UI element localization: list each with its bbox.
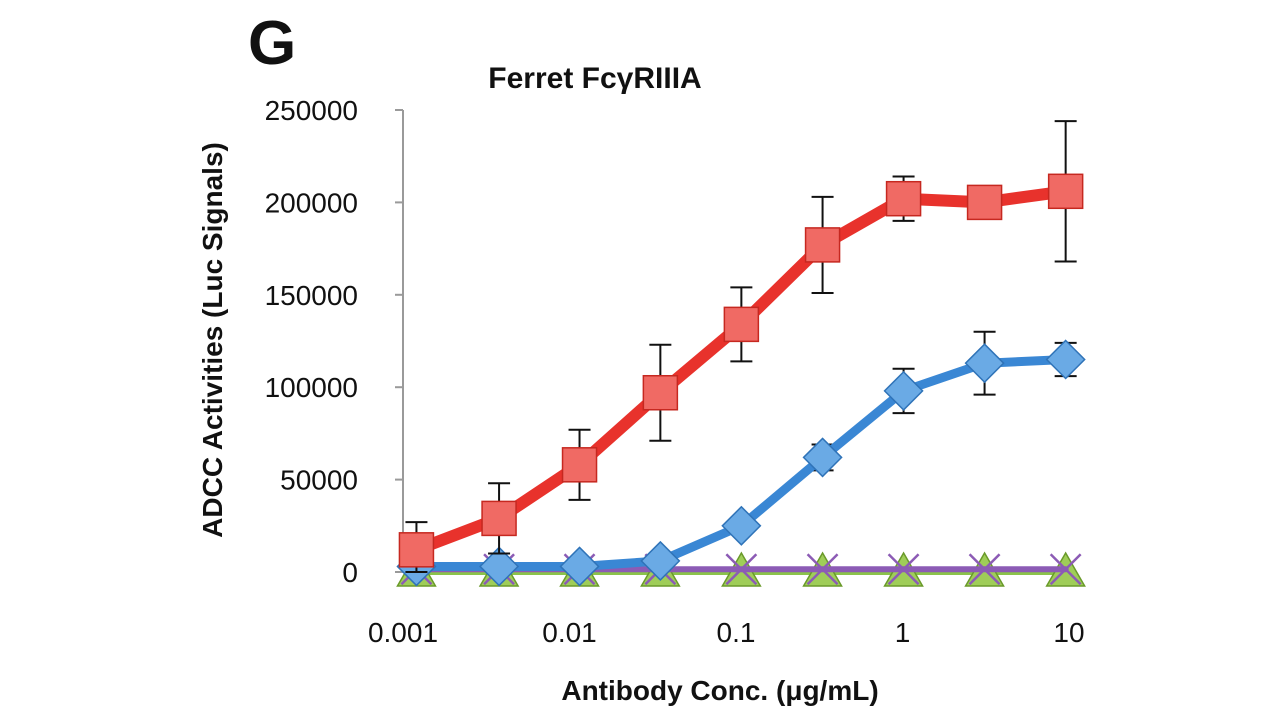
panel-label: G bbox=[248, 9, 296, 78]
data-point-diamond bbox=[640, 540, 681, 581]
x-tick-label: 1 bbox=[895, 617, 911, 648]
data-point-diamond bbox=[479, 546, 520, 587]
chart-title: Ferret FcγRIIIA bbox=[488, 62, 701, 95]
data-point-diamond bbox=[559, 546, 600, 587]
series-layer bbox=[396, 120, 1086, 587]
data-point-diamond bbox=[721, 505, 762, 546]
series-blue-diamonds bbox=[396, 330, 1086, 587]
data-point-cross-b bbox=[968, 553, 1001, 586]
data-point-cross-b bbox=[725, 553, 758, 586]
data-point-diamond bbox=[964, 343, 1005, 384]
data-point-diamond bbox=[802, 437, 843, 478]
data-point-square bbox=[481, 500, 517, 537]
x-tick-label: 10 bbox=[1053, 617, 1084, 648]
y-tick-label: 0 bbox=[342, 557, 358, 588]
y-tick-label: 100000 bbox=[265, 372, 358, 403]
y-tick-label: 50000 bbox=[280, 465, 358, 496]
data-point-cross-b bbox=[1049, 553, 1082, 586]
data-point-square bbox=[804, 227, 841, 263]
x-tick-label: 0.001 bbox=[368, 617, 438, 648]
x-tick-label: 0.1 bbox=[717, 617, 756, 648]
data-point-square bbox=[723, 306, 760, 343]
data-point-square bbox=[1047, 173, 1084, 210]
data-point-square bbox=[885, 180, 922, 217]
axes: 0 50000 100000 150000 200000 250000 0.001 0.01 0… bbox=[265, 95, 1085, 648]
data-point-square bbox=[398, 532, 435, 568]
data-point-cross-b bbox=[806, 553, 839, 586]
series-red-squares bbox=[398, 120, 1084, 573]
y-axis-label: ADCC Activities (Luc Signals) bbox=[197, 142, 228, 538]
y-tick-label: 200000 bbox=[265, 187, 358, 218]
data-point-diamond bbox=[1045, 339, 1086, 380]
data-point-square bbox=[642, 374, 679, 411]
data-point-cross-b bbox=[887, 553, 920, 586]
x-tick-label: 0.01 bbox=[542, 617, 597, 648]
data-point-square bbox=[561, 447, 598, 483]
y-tick-label: 150000 bbox=[265, 280, 358, 311]
data-point-square bbox=[966, 184, 1003, 221]
data-point-diamond bbox=[883, 370, 924, 411]
x-axis-label: Antibody Conc. (μg/mL) bbox=[561, 675, 878, 706]
y-tick-label: 250000 bbox=[265, 95, 358, 126]
